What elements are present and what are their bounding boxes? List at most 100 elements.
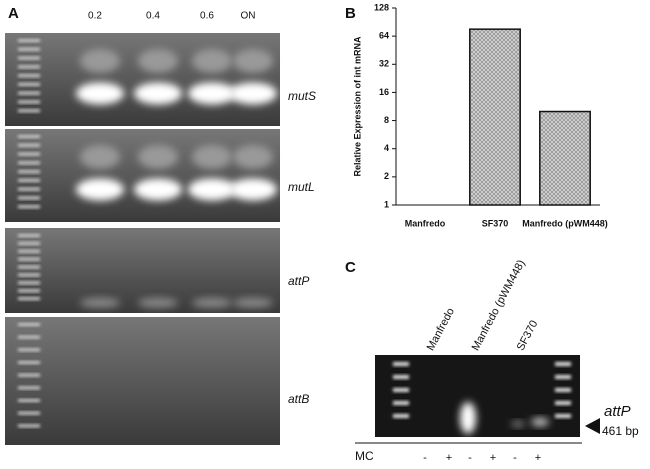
gel-band — [511, 421, 525, 427]
gel-band — [80, 297, 120, 308]
ladder-band — [18, 411, 40, 415]
ladder-band — [18, 399, 40, 402]
bar — [539, 110, 591, 206]
panel-label: A — [8, 5, 19, 22]
ladder-band — [18, 178, 40, 182]
y-tick-label: 64 — [379, 31, 389, 41]
ladder-band — [18, 161, 40, 165]
y-tick-label: 32 — [379, 59, 389, 69]
ladder-band — [18, 373, 40, 377]
ladder-band — [18, 273, 40, 277]
gel-smear — [233, 48, 273, 73]
gene-label: mutL — [288, 180, 315, 194]
ladder-band — [18, 91, 40, 95]
gel-band — [460, 402, 476, 434]
gel — [5, 33, 280, 126]
x-tick-label: SF370 — [482, 218, 509, 228]
chart: 1 2 4 8 16 32 64 128 Relative Expression of int … — [352, 2, 607, 228]
y-tick-label: 16 — [379, 87, 389, 97]
panel-label: C — [345, 259, 356, 276]
y-tick-label: 1 — [384, 199, 389, 209]
ladder-band — [18, 265, 40, 269]
ladder-band — [18, 170, 40, 174]
ladder-band — [18, 205, 40, 209]
gel-band — [188, 82, 236, 105]
gel-band — [134, 82, 182, 105]
gel-smear — [192, 48, 232, 73]
ladder-band — [18, 234, 40, 237]
ladder-band — [18, 297, 40, 301]
gel-smear — [80, 48, 120, 73]
ladder-band — [393, 375, 409, 379]
gel-band — [192, 297, 232, 308]
ladder-band — [18, 386, 40, 390]
ladder-band — [18, 82, 40, 86]
ladder-band — [18, 335, 40, 339]
ladder-band — [18, 361, 40, 364]
gel-band — [229, 82, 277, 105]
gel-band — [76, 178, 124, 201]
gel — [5, 317, 280, 445]
bar — [469, 28, 521, 206]
panel-label: B — [345, 5, 356, 22]
ladder-band — [555, 401, 571, 405]
gel-smear — [138, 48, 178, 73]
ladder-band — [18, 348, 40, 352]
treatment-sign: - — [513, 452, 517, 464]
x-tick-label: Manfredo (pWM448) — [522, 218, 608, 228]
ladder-band — [18, 187, 40, 191]
gel-band — [229, 178, 277, 201]
ladder-band — [18, 74, 40, 78]
gel-band — [188, 178, 236, 201]
gene-label: attP — [288, 274, 309, 288]
y-tick-label: 4 — [384, 143, 389, 153]
y-tick-label: 2 — [384, 171, 389, 181]
gel-smear — [138, 144, 178, 169]
lane-label: ON — [241, 11, 256, 22]
ladder-band — [18, 109, 40, 113]
gel-panel-a: 0.2 0.4 0.6 ON mutS mutL attP attB — [5, 11, 316, 445]
ladder-band — [18, 65, 40, 69]
gel-smear — [192, 144, 232, 169]
gene-label: mutS — [288, 89, 316, 103]
ladder-band — [18, 47, 40, 51]
gene-label: attB — [288, 392, 309, 406]
ladder-band — [393, 414, 409, 418]
gel — [375, 355, 580, 437]
treatment-sign: + — [535, 452, 541, 464]
y-axis-label: Relative Expression of int mRNA — [352, 36, 362, 177]
ladder-band — [393, 362, 409, 366]
sample-label: SF370 — [515, 319, 541, 353]
y-tick-label: 128 — [374, 2, 389, 12]
ladder-band — [555, 414, 571, 418]
treatment-sign: - — [423, 452, 427, 464]
ladder-band — [393, 388, 409, 392]
ladder-band — [393, 401, 409, 405]
y-tick-label: 8 — [384, 115, 389, 125]
ladder-band — [555, 375, 571, 379]
gel-band — [531, 418, 549, 426]
ladder-band — [18, 100, 40, 104]
ladder-band — [18, 241, 40, 245]
ladder-band — [18, 152, 40, 156]
x-tick-label: Manfredo — [405, 218, 446, 228]
ladder-band — [18, 257, 40, 261]
gel-smear — [233, 144, 273, 169]
gel-band — [233, 297, 273, 308]
treatment-label: MC — [355, 449, 374, 463]
gel-band — [134, 178, 182, 201]
treatment-sign: + — [446, 452, 452, 464]
lane-label: 0.4 — [146, 11, 160, 22]
ladder-band — [18, 249, 40, 253]
ladder-band — [18, 135, 40, 138]
gel-band — [138, 297, 178, 308]
treatment-sign: + — [490, 452, 496, 464]
lane-label: 0.2 — [88, 11, 102, 22]
gel-smear — [80, 144, 120, 169]
ladder-band — [18, 143, 40, 147]
ladder-band — [555, 388, 571, 392]
ladder-band — [18, 196, 40, 200]
gel — [5, 228, 280, 313]
